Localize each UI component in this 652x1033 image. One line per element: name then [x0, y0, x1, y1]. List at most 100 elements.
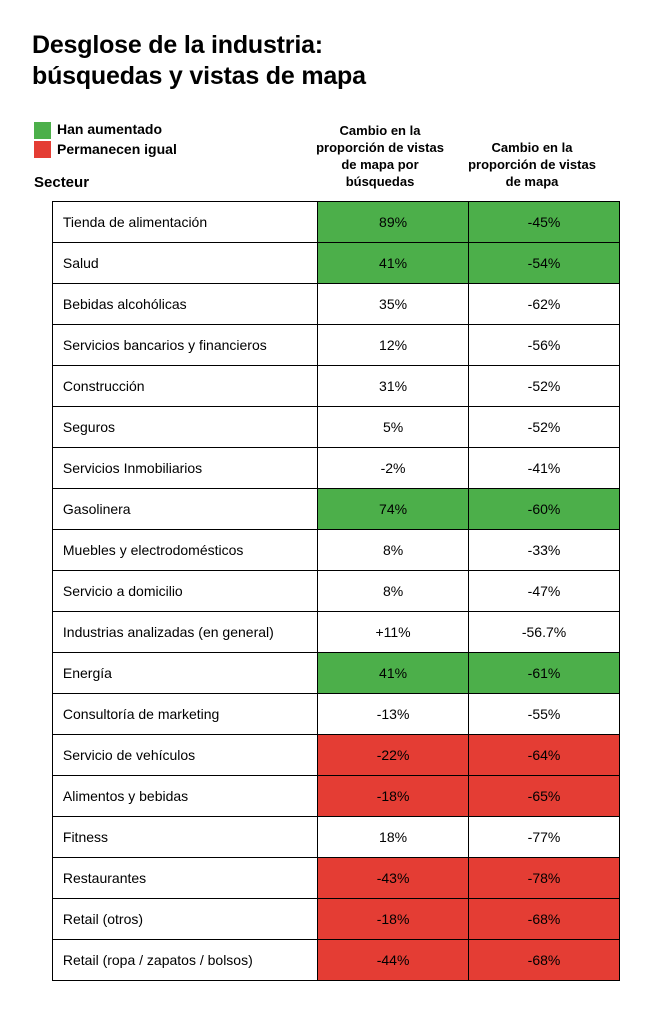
row-gutter	[32, 898, 52, 939]
col1-header: Cambio en la proporción de vistas de map…	[304, 123, 456, 195]
value-col2: -33%	[469, 529, 620, 570]
col2-header: Cambio en la proporción de vistas de map…	[456, 140, 608, 195]
table-row: Muebles y electrodomésticos8%-33%	[32, 529, 620, 570]
sector-label: Seguros	[52, 406, 317, 447]
title-line-2: búsquedas y vistas de mapa	[32, 62, 366, 90]
sector-label: Muebles y electrodomésticos	[52, 529, 317, 570]
value-col2: -54%	[469, 242, 620, 283]
table-row: Retail (ropa / zapatos / bolsos)-44%-68%	[32, 939, 620, 980]
legend-increased-label: Han aumentado	[57, 120, 162, 140]
legend-item-same: Permanecen igual	[34, 140, 177, 160]
legend-same-label: Permanecen igual	[57, 140, 177, 160]
value-col2: -56%	[469, 324, 620, 365]
sector-label: Construcción	[52, 365, 317, 406]
value-col2: -68%	[469, 939, 620, 980]
value-col2: -60%	[469, 488, 620, 529]
row-gutter	[32, 693, 52, 734]
value-col1: 12%	[318, 324, 469, 365]
table-row: Salud41%-54%	[32, 242, 620, 283]
sector-label: Salud	[52, 242, 317, 283]
value-col1: -43%	[318, 857, 469, 898]
sector-label: Alimentos y bebidas	[52, 775, 317, 816]
table-row: Gasolinera74%-60%	[32, 488, 620, 529]
sector-label: Retail (ropa / zapatos / bolsos)	[52, 939, 317, 980]
row-gutter	[32, 775, 52, 816]
row-gutter	[32, 324, 52, 365]
sector-label: Gasolinera	[52, 488, 317, 529]
legend: Han aumentado Permanecen igual Secteur	[34, 120, 177, 190]
value-col2: -65%	[469, 775, 620, 816]
swatch-increased-icon	[34, 122, 51, 139]
value-col1: 35%	[318, 283, 469, 324]
value-col1: -18%	[318, 898, 469, 939]
table-row: Servicio de vehículos-22%-64%	[32, 734, 620, 775]
value-col2: -62%	[469, 283, 620, 324]
value-col1: -18%	[318, 775, 469, 816]
sector-label: Servicios bancarios y financieros	[52, 324, 317, 365]
swatch-same-icon	[34, 141, 51, 158]
sector-label: Fitness	[52, 816, 317, 857]
row-gutter	[32, 734, 52, 775]
table-row: Tienda de alimentación89%-45%	[32, 201, 620, 242]
sector-label: Servicio a domicilio	[52, 570, 317, 611]
industry-table: Tienda de alimentación89%-45%Salud41%-54…	[32, 201, 620, 981]
value-col1: -44%	[318, 939, 469, 980]
table-row: Industrias analizadas (en general)+11%-5…	[32, 611, 620, 652]
row-gutter	[32, 611, 52, 652]
sector-label: Energía	[52, 652, 317, 693]
row-gutter	[32, 242, 52, 283]
value-col2: -52%	[469, 365, 620, 406]
table-row: Servicio a domicilio8%-47%	[32, 570, 620, 611]
table-row: Servicios Inmobiliarios-2%-41%	[32, 447, 620, 488]
sector-label: Industrias analizadas (en general)	[52, 611, 317, 652]
row-gutter	[32, 652, 52, 693]
sector-label: Servicios Inmobiliarios	[52, 447, 317, 488]
value-col1: 31%	[318, 365, 469, 406]
value-col2: -45%	[469, 201, 620, 242]
row-gutter	[32, 857, 52, 898]
row-gutter	[32, 406, 52, 447]
table-row: Seguros5%-52%	[32, 406, 620, 447]
legend-item-increased: Han aumentado	[34, 120, 177, 140]
value-col1: 18%	[318, 816, 469, 857]
table-row: Retail (otros)-18%-68%	[32, 898, 620, 939]
sector-label: Restaurantes	[52, 857, 317, 898]
table-row: Construcción31%-52%	[32, 365, 620, 406]
value-col2: -64%	[469, 734, 620, 775]
sector-label: Tienda de alimentación	[52, 201, 317, 242]
sector-label: Bebidas alcohólicas	[52, 283, 317, 324]
value-col1: 74%	[318, 488, 469, 529]
table-row: Alimentos y bebidas-18%-65%	[32, 775, 620, 816]
value-col1: 41%	[318, 242, 469, 283]
value-col2: -47%	[469, 570, 620, 611]
page-title: Desglose de la industria: búsquedas y vi…	[32, 30, 620, 93]
value-col2: -52%	[469, 406, 620, 447]
value-col2: -61%	[469, 652, 620, 693]
value-col2: -68%	[469, 898, 620, 939]
value-col2: -77%	[469, 816, 620, 857]
row-gutter	[32, 570, 52, 611]
value-col1: -13%	[318, 693, 469, 734]
row-gutter	[32, 939, 52, 980]
table-row: Bebidas alcohólicas35%-62%	[32, 283, 620, 324]
table-row: Energía41%-61%	[32, 652, 620, 693]
value-col2: -55%	[469, 693, 620, 734]
row-gutter	[32, 488, 52, 529]
title-line-1: Desglose de la industria:	[32, 31, 323, 59]
row-gutter	[32, 816, 52, 857]
table-row: Servicios bancarios y financieros12%-56%	[32, 324, 620, 365]
sector-column-header: Secteur	[34, 174, 177, 191]
value-col2: -78%	[469, 857, 620, 898]
row-gutter	[32, 365, 52, 406]
row-gutter	[32, 201, 52, 242]
sector-label: Consultoría de marketing	[52, 693, 317, 734]
sector-label: Servicio de vehículos	[52, 734, 317, 775]
value-col1: 8%	[318, 529, 469, 570]
sector-label: Retail (otros)	[52, 898, 317, 939]
row-gutter	[32, 447, 52, 488]
table-row: Consultoría de marketing-13%-55%	[32, 693, 620, 734]
value-col1: -22%	[318, 734, 469, 775]
row-gutter	[32, 283, 52, 324]
value-col1: 8%	[318, 570, 469, 611]
table-header: Han aumentado Permanecen igual Secteur C…	[32, 115, 620, 195]
